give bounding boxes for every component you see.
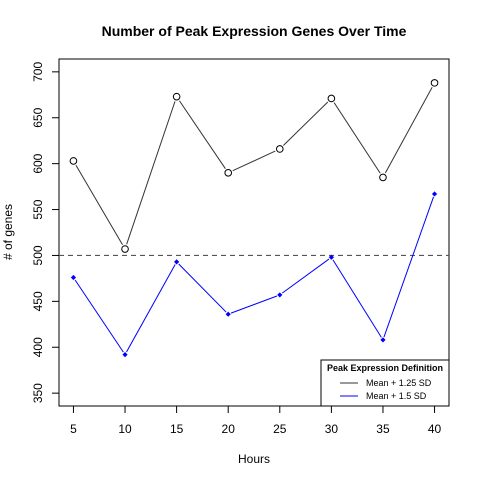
data-point [224,169,233,177]
x-tick-label: 5 [70,422,77,436]
data-point [174,259,180,265]
x-tick-label: 20 [222,422,236,436]
data-point [275,145,284,153]
x-tick-label: 40 [428,422,442,436]
series-line-segment [333,102,381,174]
legend-title: Peak Expression Definition [327,363,443,373]
y-tick-label: 550 [31,199,45,219]
data-point [430,79,439,87]
chart-title: Number of Peak Expression Genes Over Tim… [102,23,407,39]
series-line-segment [74,279,124,353]
y-tick-label: 700 [31,62,45,82]
series-line-segment [126,101,176,245]
series-line-segment [332,259,382,338]
series-line-segment [75,164,123,245]
y-axis-label: # of genes [1,204,15,260]
data-point [327,94,336,103]
x-tick-label: 25 [273,422,287,436]
series-2 [70,191,438,358]
legend: Peak Expression Definition Mean + 1.25 S… [320,359,450,407]
data-point [172,92,181,101]
y-tick-label: 500 [31,245,45,265]
y-tick-label: 450 [31,291,45,311]
series-line-segment [126,264,176,353]
x-tick-label: 30 [325,422,339,436]
data-point [69,157,78,165]
data-point [328,254,334,260]
series-line-segment [383,196,435,338]
y-tick-label: 600 [31,153,45,173]
x-tick-label: 10 [118,422,132,436]
series-line-segment [179,100,226,169]
series-line-segment [232,150,276,172]
x-axis-label: Hours [238,452,270,466]
data-point [121,245,129,253]
legend-entries: Mean + 1.25 SD Mean + 1.5 SD [340,378,432,401]
y-tick-label: 650 [31,107,45,127]
data-point [379,173,387,182]
series-line-segment [230,295,278,314]
y-axis: 350 400 450 500 550 600 650 700 [31,62,60,403]
data-point [122,351,128,358]
data-point [431,191,438,197]
x-tick-label: 15 [170,422,184,436]
series-line-segment [384,87,433,174]
legend-entry-2: Mean + 1.5 SD [340,391,427,401]
series-line-segment [281,258,330,294]
legend-label: Mean + 1.5 SD [366,391,427,401]
data-point [380,337,386,343]
series-line-segment [178,263,227,313]
data-point [225,311,231,317]
legend-label: Mean + 1.25 SD [366,378,432,388]
series-1 [69,79,439,253]
y-tick-label: 350 [31,383,45,403]
data-point [277,292,283,298]
y-tick-label: 400 [31,337,45,357]
legend-entry-1: Mean + 1.25 SD [340,378,432,388]
data-point [70,274,77,281]
series-layer [69,79,439,358]
series-line-segment [283,101,329,146]
x-tick-label: 35 [376,422,390,436]
